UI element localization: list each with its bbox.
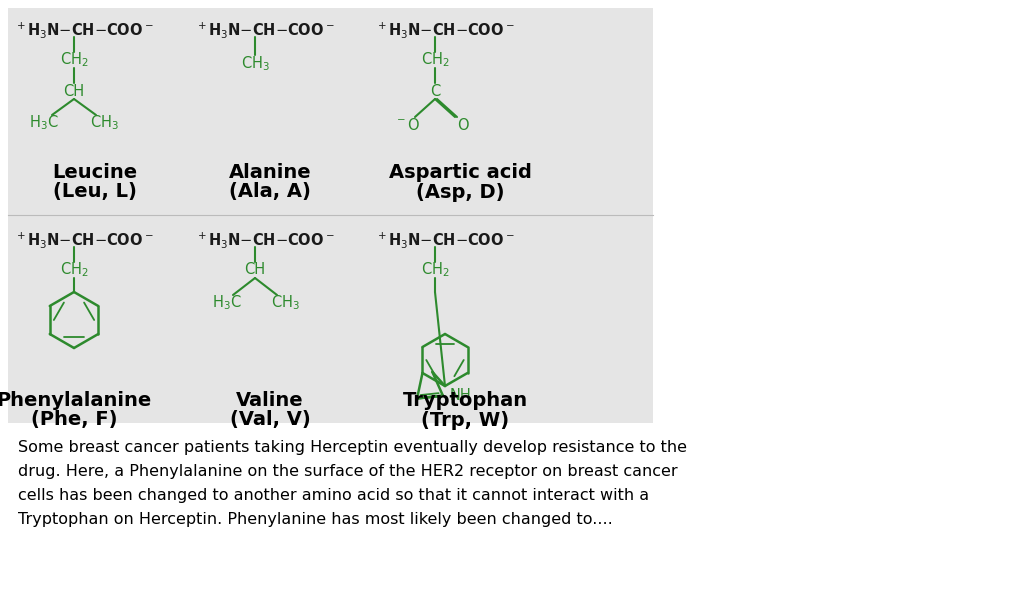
Text: CH$_2$: CH$_2$ bbox=[59, 50, 88, 70]
Text: NH: NH bbox=[451, 388, 472, 403]
Text: C: C bbox=[430, 83, 440, 98]
Text: Phenylalanine: Phenylalanine bbox=[0, 391, 152, 409]
Text: (Leu, L): (Leu, L) bbox=[53, 182, 137, 202]
Text: (Ala, A): (Ala, A) bbox=[229, 182, 311, 202]
Text: CH: CH bbox=[245, 263, 265, 277]
Text: O: O bbox=[457, 118, 469, 133]
Text: drug. Here, a Phenylalanine on the surface of the HER2 receptor on breast cancer: drug. Here, a Phenylalanine on the surfa… bbox=[18, 464, 678, 479]
Text: $^+$H$_3$N$-$CH$-$COO$^-$: $^+$H$_3$N$-$CH$-$COO$^-$ bbox=[195, 20, 335, 40]
Text: $^+$H$_3$N$-$CH$-$COO$^-$: $^+$H$_3$N$-$CH$-$COO$^-$ bbox=[14, 230, 154, 250]
Text: (Trp, W): (Trp, W) bbox=[421, 410, 509, 430]
Text: CH$_2$: CH$_2$ bbox=[421, 260, 450, 280]
Text: $^+$H$_3$N$-$CH$-$COO$^-$: $^+$H$_3$N$-$CH$-$COO$^-$ bbox=[375, 20, 514, 40]
Text: (Asp, D): (Asp, D) bbox=[416, 182, 504, 202]
Text: Some breast cancer patients taking Herceptin eventually develop resistance to th: Some breast cancer patients taking Herce… bbox=[18, 440, 687, 455]
Text: Tryptophan: Tryptophan bbox=[402, 391, 527, 409]
Text: CH: CH bbox=[63, 83, 85, 98]
Text: CH$_3$: CH$_3$ bbox=[89, 113, 119, 133]
Text: $^-$O: $^-$O bbox=[394, 117, 420, 133]
Text: CH$_3$: CH$_3$ bbox=[241, 55, 269, 73]
Text: $^+$H$_3$N$-$CH$-$COO$^-$: $^+$H$_3$N$-$CH$-$COO$^-$ bbox=[14, 20, 154, 40]
Text: (Val, V): (Val, V) bbox=[229, 410, 310, 430]
Text: Tryptophan on Herceptin. Phenylanine has most likely been changed to....: Tryptophan on Herceptin. Phenylanine has… bbox=[18, 512, 612, 527]
Text: $^+$H$_3$N$-$CH$-$COO$^-$: $^+$H$_3$N$-$CH$-$COO$^-$ bbox=[195, 230, 335, 250]
Bar bbox=[8, 8, 653, 423]
Text: Leucine: Leucine bbox=[52, 163, 137, 181]
Text: $^+$H$_3$N$-$CH$-$COO$^-$: $^+$H$_3$N$-$CH$-$COO$^-$ bbox=[375, 230, 514, 250]
Text: H$_3$C: H$_3$C bbox=[212, 293, 242, 313]
Text: CH$_3$: CH$_3$ bbox=[270, 293, 299, 313]
Text: Alanine: Alanine bbox=[228, 163, 311, 181]
Text: cells has been changed to another amino acid so that it cannot interact with a: cells has been changed to another amino … bbox=[18, 488, 649, 503]
Text: CH$_2$: CH$_2$ bbox=[421, 50, 450, 70]
Text: Valine: Valine bbox=[237, 391, 304, 409]
Text: (Phe, F): (Phe, F) bbox=[31, 410, 118, 430]
Text: CH$_2$: CH$_2$ bbox=[59, 260, 88, 280]
Text: H$_3$C: H$_3$C bbox=[30, 113, 58, 133]
Text: Aspartic acid: Aspartic acid bbox=[388, 163, 531, 181]
